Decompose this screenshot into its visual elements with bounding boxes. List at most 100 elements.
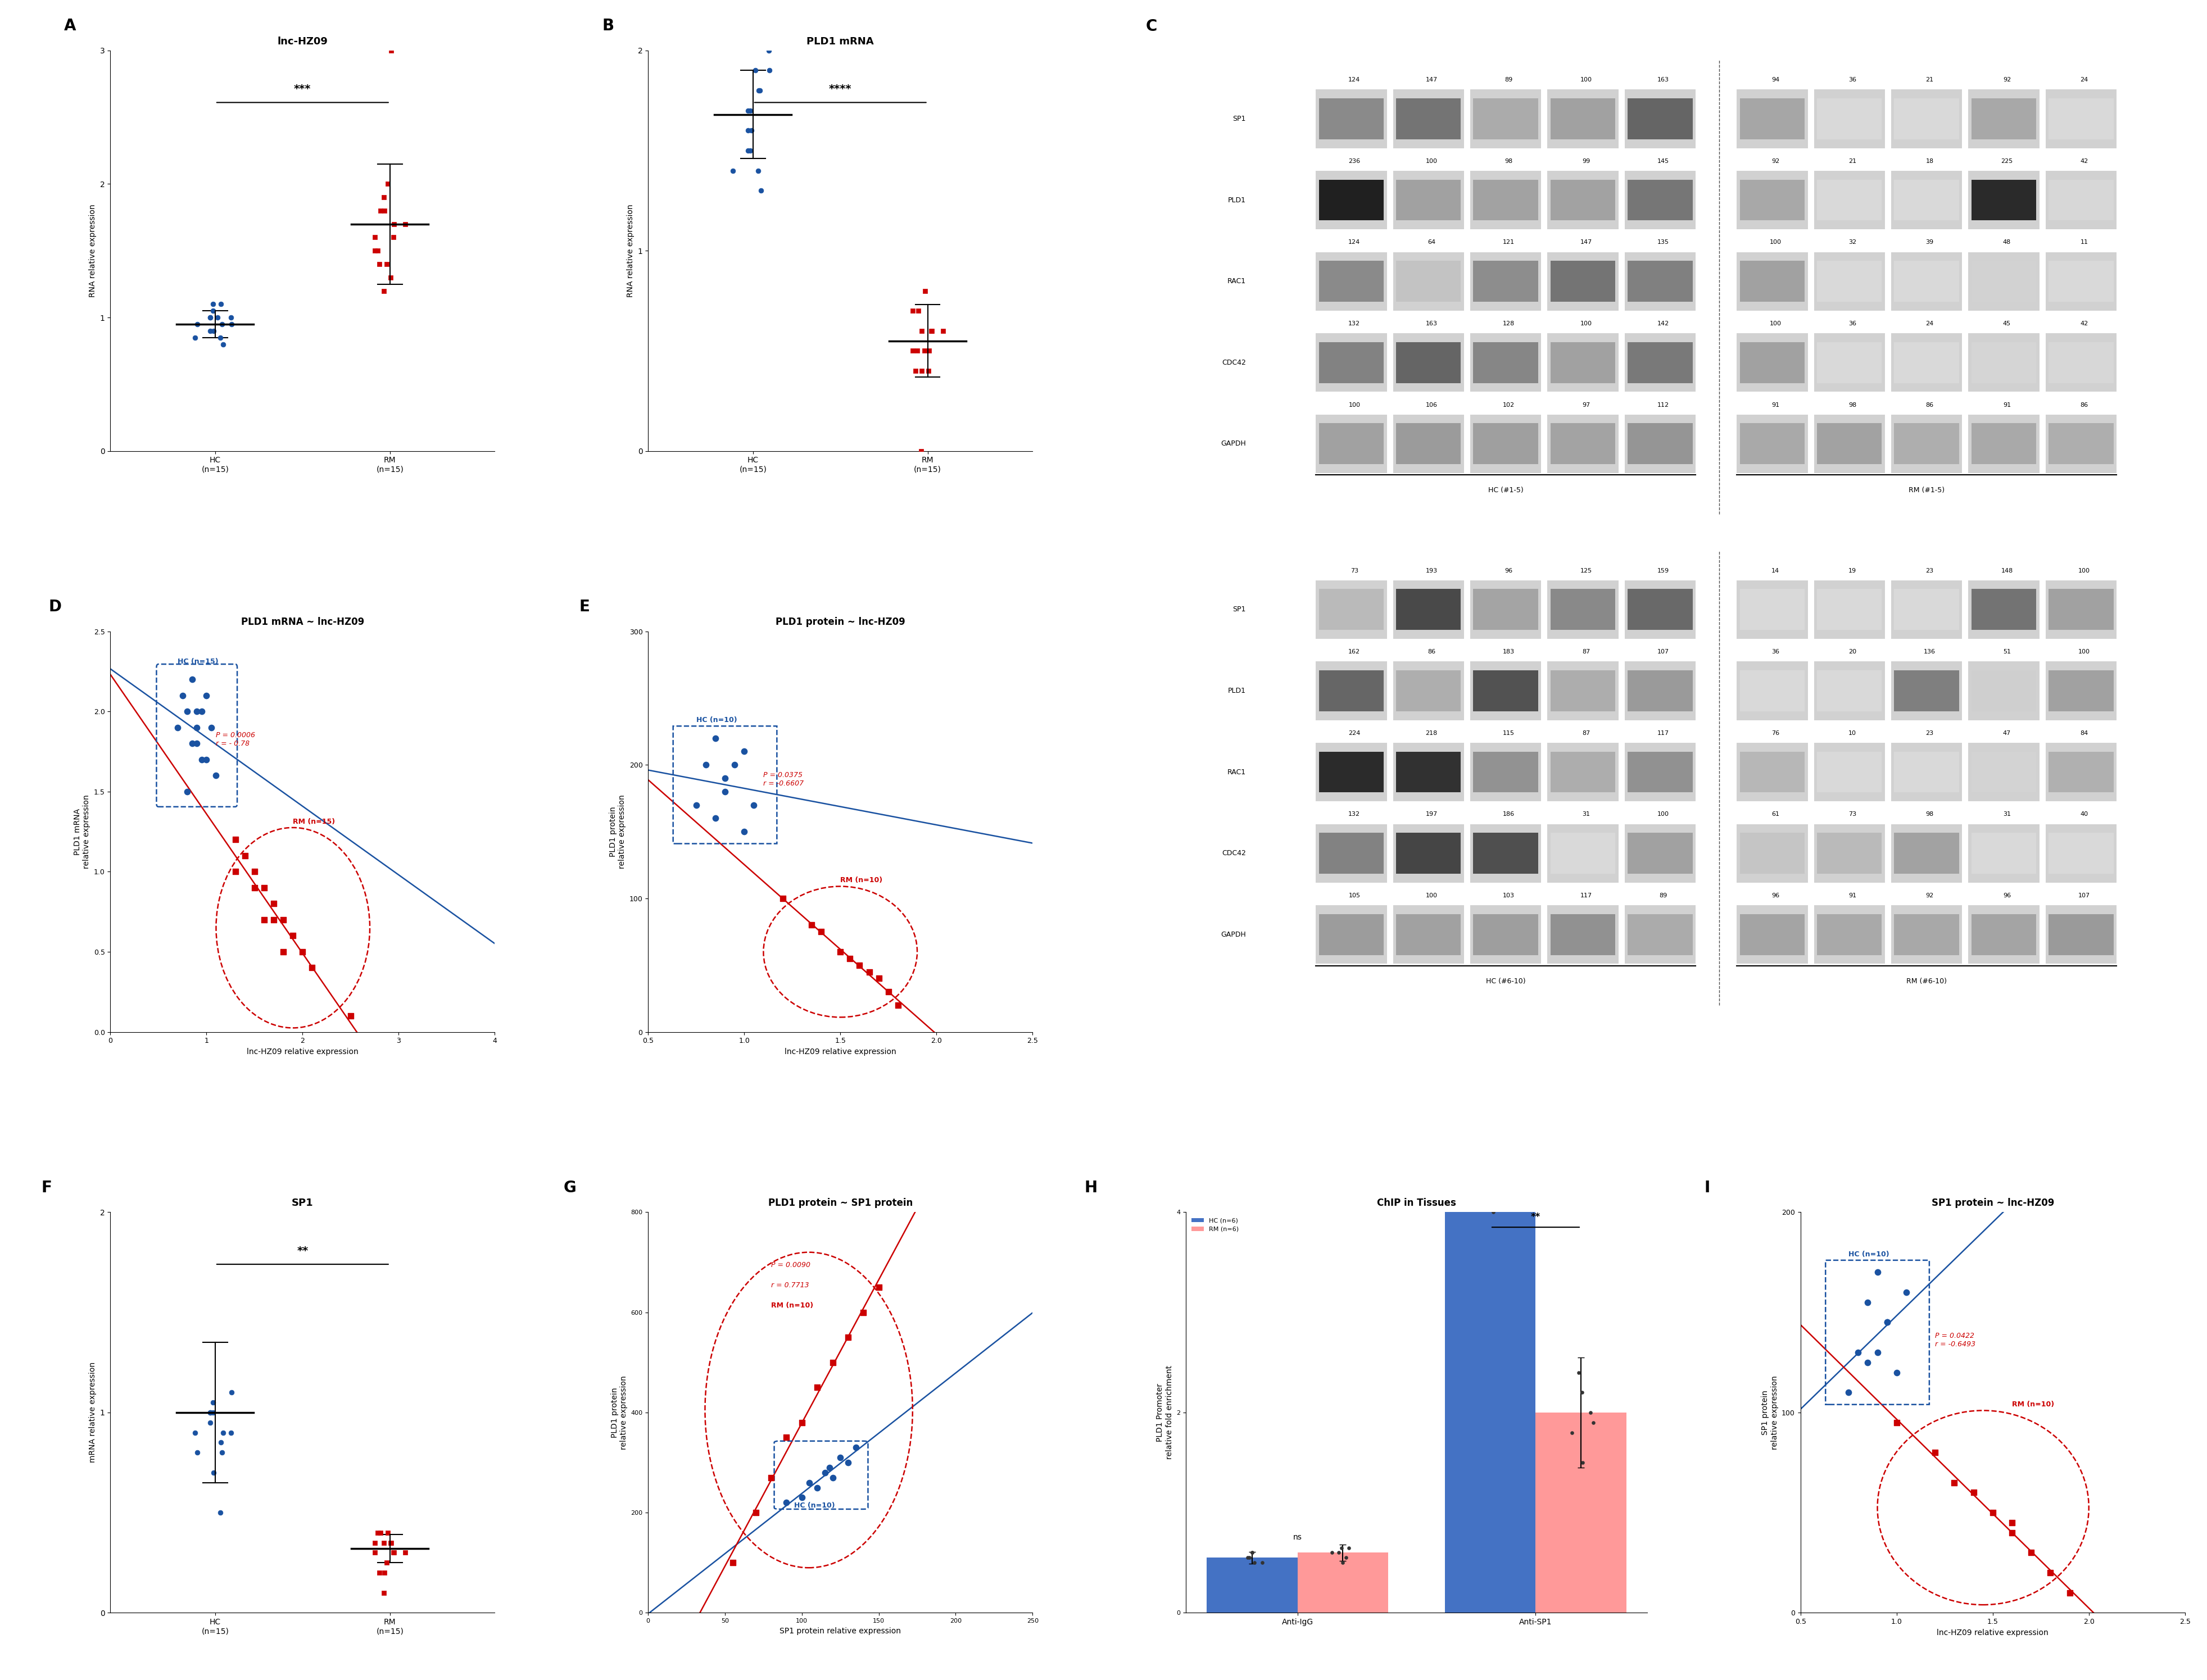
Point bbox=[179, 714, 214, 741]
Point bbox=[214, 304, 249, 331]
Point bbox=[1889, 1278, 1925, 1305]
Point bbox=[1560, 1359, 1596, 1386]
Bar bbox=[1627, 751, 1693, 793]
Point bbox=[194, 1399, 230, 1426]
Bar bbox=[1393, 252, 1463, 311]
Text: P = 0.0422
r = -0.6493: P = 0.0422 r = -0.6493 bbox=[1936, 1332, 1975, 1347]
Point bbox=[753, 57, 788, 84]
Point bbox=[177, 324, 212, 351]
Point bbox=[925, 318, 960, 344]
Text: 45: 45 bbox=[2004, 321, 2011, 326]
Bar bbox=[1891, 662, 1962, 721]
Point bbox=[366, 1579, 402, 1606]
Bar bbox=[2048, 590, 2114, 630]
Text: B: B bbox=[603, 18, 614, 34]
Point bbox=[839, 1435, 874, 1462]
Point bbox=[203, 324, 238, 351]
Text: 86: 86 bbox=[2081, 402, 2088, 408]
Text: ***: *** bbox=[294, 84, 311, 94]
Bar bbox=[1627, 343, 1693, 383]
Point bbox=[194, 291, 230, 318]
Text: 117: 117 bbox=[1657, 731, 1668, 736]
Point bbox=[369, 250, 404, 277]
Point bbox=[203, 291, 238, 318]
Point bbox=[1331, 1534, 1366, 1561]
Text: 42: 42 bbox=[2081, 321, 2088, 326]
Point bbox=[192, 1399, 227, 1426]
Bar bbox=[1624, 662, 1695, 721]
Point bbox=[742, 158, 777, 185]
Point bbox=[726, 818, 761, 845]
Text: 94: 94 bbox=[1772, 77, 1779, 82]
Y-axis label: RNA relative expression: RNA relative expression bbox=[88, 205, 97, 297]
Text: 102: 102 bbox=[1503, 402, 1514, 408]
Point bbox=[205, 1440, 241, 1467]
Text: 92: 92 bbox=[2004, 77, 2011, 82]
Point bbox=[731, 138, 766, 165]
Point bbox=[792, 1468, 828, 1495]
Text: 31: 31 bbox=[2004, 811, 2011, 816]
Bar bbox=[1969, 823, 2039, 882]
Point bbox=[333, 1003, 369, 1030]
Bar bbox=[1891, 171, 1962, 228]
Bar bbox=[1552, 423, 1616, 464]
Text: 86: 86 bbox=[1428, 648, 1435, 655]
Bar bbox=[1737, 823, 1808, 882]
Text: 132: 132 bbox=[1348, 321, 1360, 326]
Bar bbox=[1969, 333, 2039, 391]
Point bbox=[366, 183, 402, 210]
Point bbox=[1322, 1539, 1357, 1566]
Text: PLD1: PLD1 bbox=[1227, 687, 1245, 694]
Point bbox=[845, 1299, 881, 1326]
Point bbox=[362, 250, 397, 277]
Point bbox=[907, 338, 942, 365]
Bar bbox=[1470, 171, 1540, 228]
Bar bbox=[1971, 670, 2037, 711]
Point bbox=[373, 37, 408, 64]
Bar bbox=[1894, 99, 1960, 139]
X-axis label: lnc-HZ09 relative expression: lnc-HZ09 relative expression bbox=[247, 1048, 358, 1055]
Bar bbox=[1739, 670, 1805, 711]
Text: 117: 117 bbox=[1580, 892, 1591, 899]
Point bbox=[192, 1399, 227, 1426]
Text: 132: 132 bbox=[1348, 811, 1360, 816]
Point bbox=[179, 311, 214, 338]
Point bbox=[783, 1483, 819, 1510]
Text: 36: 36 bbox=[1849, 321, 1856, 326]
Bar bbox=[1627, 833, 1693, 874]
Bar bbox=[1320, 670, 1384, 711]
Text: 40: 40 bbox=[2081, 811, 2088, 816]
Bar bbox=[1552, 180, 1616, 220]
Bar bbox=[1470, 333, 1540, 391]
Point bbox=[388, 1539, 424, 1566]
Text: 21: 21 bbox=[1927, 77, 1933, 82]
Point bbox=[214, 1420, 249, 1446]
Title: SP1: SP1 bbox=[291, 1198, 313, 1208]
Bar bbox=[1894, 833, 1960, 874]
Bar bbox=[1739, 180, 1805, 220]
Bar bbox=[1814, 662, 1885, 721]
Point bbox=[166, 682, 201, 709]
Point bbox=[1229, 1544, 1265, 1571]
Point bbox=[366, 277, 402, 304]
Text: 24: 24 bbox=[1927, 321, 1933, 326]
Point bbox=[294, 954, 329, 981]
Bar bbox=[1739, 260, 1805, 302]
Bar bbox=[1814, 415, 1885, 474]
Bar bbox=[1737, 89, 1808, 148]
Bar bbox=[1470, 580, 1540, 638]
Bar bbox=[1737, 662, 1808, 721]
Bar bbox=[1320, 833, 1384, 874]
Text: 162: 162 bbox=[1348, 648, 1360, 655]
Bar bbox=[1971, 260, 2037, 302]
Bar bbox=[1474, 260, 1538, 302]
Bar bbox=[1547, 580, 1618, 638]
Text: 89: 89 bbox=[1660, 892, 1666, 899]
Point bbox=[861, 964, 896, 991]
Bar bbox=[1470, 743, 1540, 801]
Y-axis label: PLD1 mRNA
relative expression: PLD1 mRNA relative expression bbox=[73, 795, 90, 869]
Point bbox=[1474, 1159, 1510, 1186]
Point bbox=[362, 1519, 397, 1546]
Bar bbox=[1298, 1552, 1388, 1613]
Bar bbox=[1814, 906, 1885, 964]
